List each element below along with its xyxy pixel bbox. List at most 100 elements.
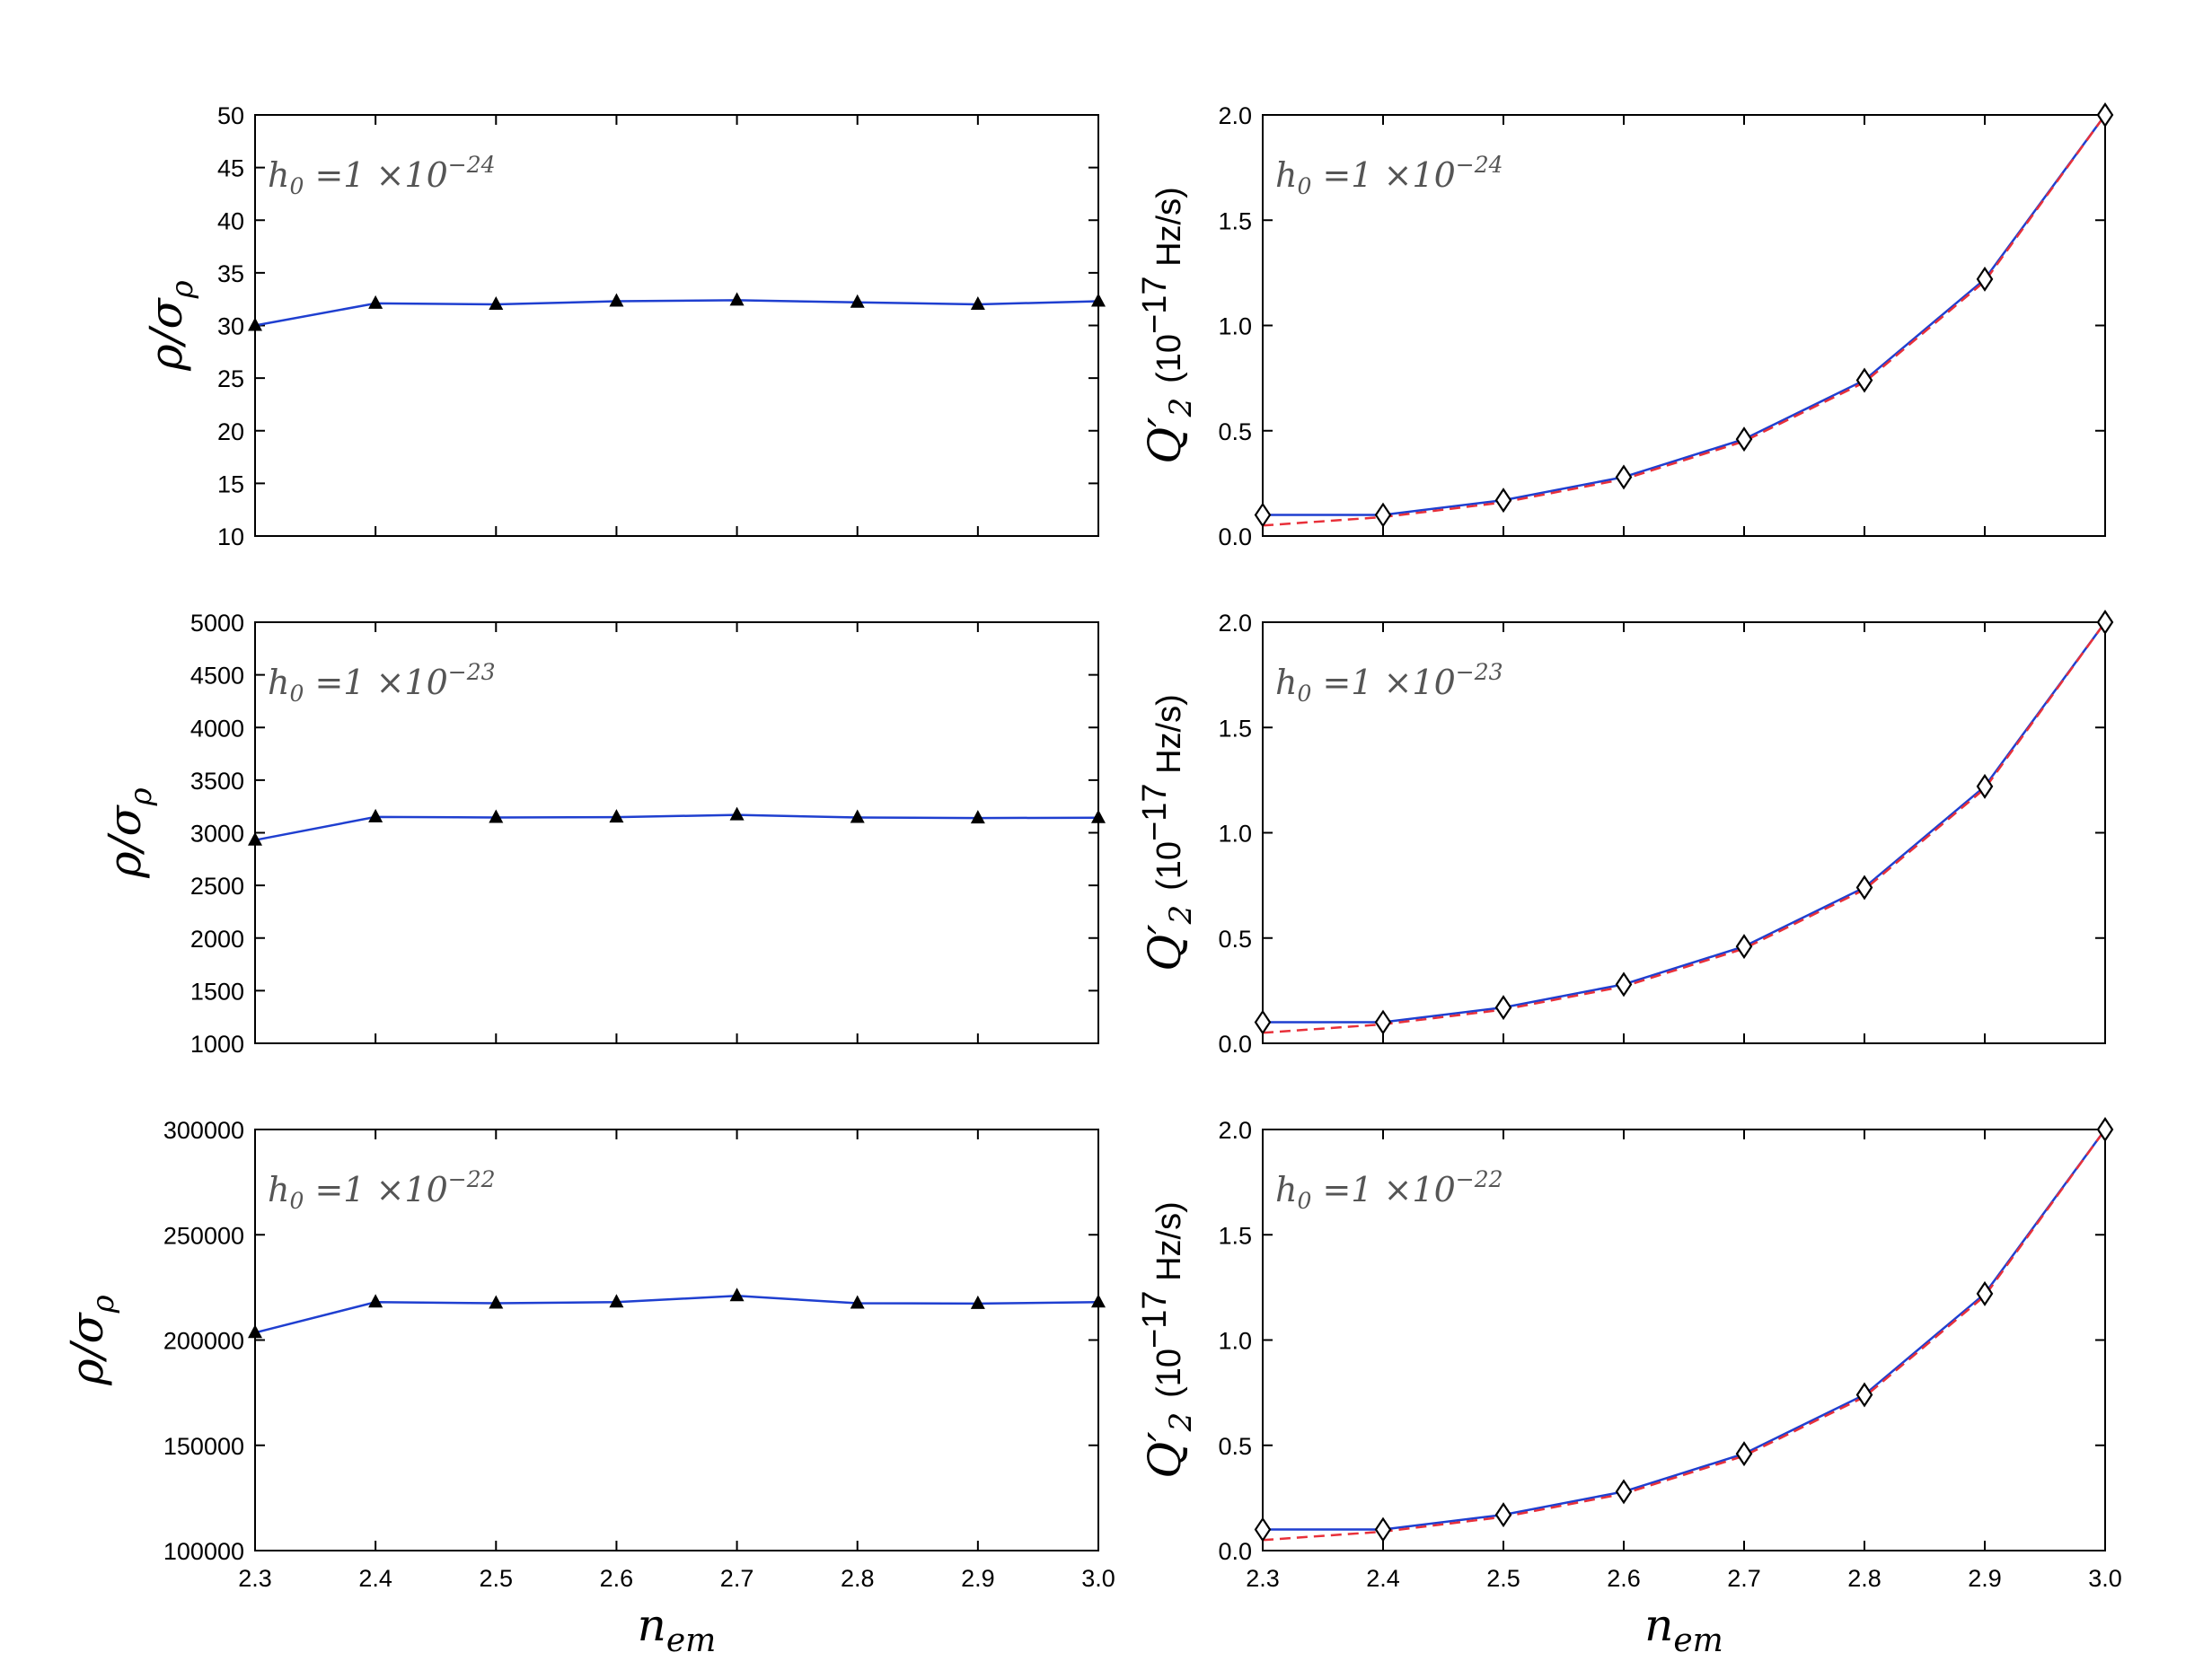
y-tick-label: 0.0 (1218, 1538, 1252, 1565)
y-tick-label: 40 (217, 207, 244, 234)
y-axis-label: Q′2 (10−17 Hz/s) (1136, 694, 1199, 971)
panel-right-middle: 0.0 0.5 1.0 1.5 2.0 h0 =1 ×10−23 Q′2 (10−17 Hz… (1136, 610, 2114, 1058)
annotation-exponent: −24 (448, 152, 496, 178)
y-axis-label: Q′2 (10−17 Hz/s) (1136, 1201, 1199, 1479)
y-tick-label: 3500 (190, 768, 244, 795)
annotation-equation: =1 ×10 (304, 663, 447, 702)
data-point-triangle (248, 831, 262, 846)
annotation-subscript: 0 (289, 681, 304, 707)
y-tick-label: 2500 (190, 873, 244, 900)
y-tick-label: 45 (217, 155, 244, 182)
data-point-diamond (2096, 1117, 2114, 1142)
data-point-triangle (489, 1295, 504, 1309)
y-label-units-exponent: −17 (1136, 783, 1174, 840)
data-point-triangle (970, 810, 985, 824)
annotation-symbol: h (1275, 1170, 1297, 1209)
y-tick-label: 150000 (163, 1433, 244, 1460)
series-line-model (1262, 114, 2107, 527)
annotation-subscript: 0 (1297, 681, 1311, 707)
y-tick-label: 3000 (190, 821, 244, 848)
y-tick-label: 15 (217, 470, 244, 497)
data-point-triangle (850, 294, 865, 308)
annotation-equation: =1 ×10 (1311, 1170, 1455, 1209)
data-point-triangle (1091, 293, 1106, 307)
data-point-diamond (1494, 995, 1512, 1021)
strain-annotation: h0 =1 ×10−22 (268, 1166, 496, 1214)
annotation-subscript: 0 (289, 173, 304, 199)
y-label-main: Q′ (1139, 1431, 1191, 1479)
x-tick-label: 2.4 (1366, 1565, 1400, 1592)
x-tick-label: 2.6 (1607, 1565, 1641, 1592)
x-tick-label: 2.7 (720, 1565, 754, 1592)
data-point-diamond (1976, 266, 1994, 292)
y-tick-label: 50 (217, 102, 244, 129)
series-line-measured (1263, 621, 2107, 1024)
annotation-equation: =1 ×10 (304, 1170, 447, 1209)
data-point-diamond (1374, 1516, 1392, 1543)
data-point-diamond (1735, 934, 1753, 960)
x-axis-label: nem (1644, 1599, 1723, 1659)
data-point-triangle (850, 809, 865, 823)
data-point-diamond (1374, 1009, 1392, 1035)
y-label-main: ρ/σ (61, 1311, 113, 1385)
data-point-triangle (368, 294, 383, 309)
data-point-triangle (729, 292, 745, 306)
x-tick-label: 2.3 (1246, 1565, 1280, 1592)
y-tick-label: 0.5 (1218, 418, 1252, 445)
data-point-triangle (368, 1294, 383, 1308)
y-tick-label: 0.0 (1218, 1031, 1252, 1058)
x-tick-label: 2.7 (1727, 1565, 1761, 1592)
y-label-units-tail: Hz/s) (1150, 694, 1188, 783)
strain-annotation: h0 =1 ×10−24 (1275, 152, 1503, 199)
x-label-main: n (638, 1599, 666, 1651)
panel-right-top: 0.0 0.5 1.0 1.5 2.0 h0 =1 ×10−24 Q′2 (10−17 Hz… (1136, 102, 2114, 550)
y-axis-label: ρ/σρ (61, 1295, 121, 1385)
data-point-triangle (489, 809, 504, 823)
data-point-triangle (850, 1295, 865, 1309)
data-point-diamond (1855, 1382, 1873, 1408)
strain-annotation: h0 =1 ×10−23 (1275, 659, 1503, 707)
annotation-symbol: h (268, 663, 289, 702)
y-tick-label: 25 (217, 365, 244, 392)
y-label-units: (10 (1150, 841, 1188, 891)
data-point-triangle (609, 809, 624, 823)
y-label-units: (10 (1150, 1349, 1188, 1398)
annotation-symbol: h (1275, 663, 1297, 702)
annotation-equation: =1 ×10 (1311, 663, 1455, 702)
data-point-diamond (2096, 610, 2114, 635)
data-point-diamond (1254, 1516, 1272, 1543)
data-point-triangle (1091, 809, 1106, 823)
x-label-main: n (1644, 1599, 1673, 1651)
y-label-main: ρ/σ (140, 296, 192, 371)
y-tick-label: 1.0 (1218, 821, 1252, 848)
x-label-subscript: em (1673, 1622, 1723, 1659)
y-label-subscript: 2 (1163, 1412, 1199, 1433)
y-tick-label: 5000 (190, 610, 244, 637)
x-tick-label: 2.8 (1847, 1565, 1882, 1592)
x-tick-label: 2.9 (961, 1565, 995, 1592)
y-tick-label: 0.0 (1218, 523, 1252, 550)
annotation-exponent: −22 (448, 1166, 496, 1192)
y-label-units-exponent: −17 (1136, 276, 1174, 333)
data-point-triangle (489, 296, 504, 311)
data-point-diamond (2096, 102, 2114, 127)
y-label-units-tail: Hz/s) (1150, 187, 1188, 276)
annotation-symbol: h (1275, 155, 1297, 195)
annotation-exponent: −23 (448, 659, 496, 685)
annotation-symbol: h (268, 155, 289, 195)
data-point-triangle (729, 1288, 745, 1302)
y-tick-label: 20 (217, 418, 244, 445)
y-tick-label: 1.0 (1218, 313, 1252, 340)
y-tick-label: 30 (217, 313, 244, 340)
data-point-diamond (1855, 875, 1873, 901)
y-tick-label: 1.5 (1218, 207, 1252, 234)
y-label-units-exponent: −17 (1136, 1290, 1174, 1348)
data-point-triangle (609, 293, 624, 307)
y-label-main: Q′ (1139, 417, 1191, 464)
data-point-triangle (1091, 1294, 1106, 1308)
data-point-diamond (1254, 502, 1272, 528)
y-label-main: Q′ (1139, 924, 1191, 971)
y-tick-label: 4000 (190, 715, 244, 742)
data-point-diamond (1615, 1479, 1633, 1505)
